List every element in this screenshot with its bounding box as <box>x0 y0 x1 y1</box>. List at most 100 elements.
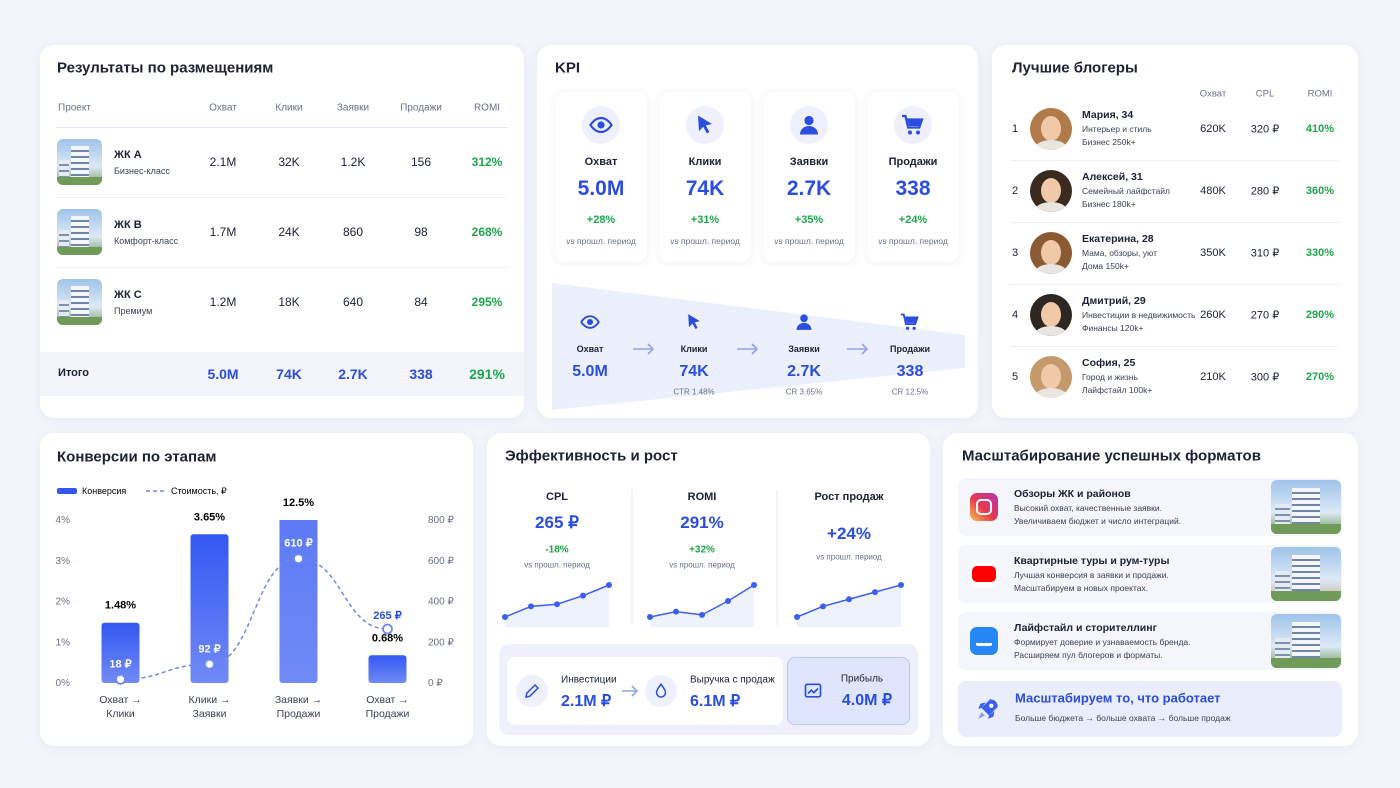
data-label: 0.68% <box>372 632 403 644</box>
circle <box>587 319 593 325</box>
label: Мама, обзоры, уют <box>1082 248 1158 258</box>
icon <box>799 677 827 705</box>
rect <box>804 683 822 698</box>
rank: 3 <box>1011 247 1019 259</box>
y-tick-label: 0% <box>56 678 71 689</box>
label: Выручка с продаж <box>690 674 775 686</box>
sparkline-point <box>725 598 731 604</box>
sparkline-point <box>820 603 826 610</box>
graphic <box>502 490 904 627</box>
icon <box>682 310 706 334</box>
path <box>655 683 667 698</box>
circle <box>908 130 912 135</box>
path <box>589 116 613 134</box>
path <box>900 313 919 325</box>
metric-value: +24% <box>827 524 871 543</box>
kpi-value: 338 <box>895 177 931 200</box>
label: Лучшая конверсия в заявки и продажи. <box>1014 570 1169 580</box>
funnel-value: 2.7K <box>787 363 821 380</box>
label: Продажи <box>888 156 938 168</box>
svg <box>688 314 700 329</box>
building <box>59 299 70 325</box>
metric-note: vs прошл. период <box>669 560 735 570</box>
sparkline-point <box>528 603 534 610</box>
kpi-note: vs прошл. период <box>566 236 636 246</box>
cell: 270 ₽ <box>1250 309 1280 322</box>
card: Конверсии по этапам Конверсия Стоимость, ₽… <box>40 433 473 746</box>
label: KPI <box>555 59 581 77</box>
label: Продажи <box>890 344 930 354</box>
cta <box>958 681 1342 737</box>
kpi-change: +35% <box>794 214 824 226</box>
cell: 98 <box>414 225 428 239</box>
label: Итого <box>58 367 90 379</box>
column-header: ROMI <box>1307 88 1333 100</box>
total-band <box>40 352 524 396</box>
sparkline-point <box>502 614 508 620</box>
x-tick-label: Охват → Клики <box>99 694 142 720</box>
icon <box>972 693 1004 725</box>
path <box>796 322 812 330</box>
cell: 156 <box>410 155 432 169</box>
logo-mark <box>976 499 992 515</box>
finance-value: 6.1M ₽ <box>690 693 741 710</box>
label: Расширяем пул блогеров и форматы. <box>1014 650 1163 660</box>
building <box>59 229 70 255</box>
sparkline-point <box>794 614 800 620</box>
data-label: 3.65% <box>194 511 225 523</box>
path <box>807 687 819 695</box>
shoulders <box>1034 140 1068 150</box>
circle <box>804 115 814 126</box>
sparkline-point <box>580 592 586 599</box>
svg <box>900 313 919 330</box>
graphic: Конверсия Стоимость, ₽ 0% 1% 2% 3% 4% 0 ₽ 200 ₽ 4… <box>56 486 455 689</box>
path <box>978 712 985 719</box>
divider <box>1010 284 1340 285</box>
label: ROMI <box>687 491 717 503</box>
card: Масштабирование успешных форматов Обзоры … <box>943 433 1358 746</box>
label: Бизнес 180k+ <box>1082 199 1136 209</box>
rank: 4 <box>1011 309 1019 321</box>
rank: 2 <box>1011 185 1019 197</box>
building <box>59 159 70 185</box>
funnel-value: 5.0M <box>572 363 608 380</box>
svg <box>580 315 600 329</box>
avatar <box>1030 356 1072 398</box>
label: Интерьер и стиль <box>1082 124 1152 134</box>
greenery <box>1271 524 1341 534</box>
divider <box>56 267 508 268</box>
cell: 300 ₽ <box>1250 371 1280 384</box>
cell: 1.2K <box>340 155 366 169</box>
funnel-band <box>552 283 965 410</box>
sparkline-point <box>554 601 560 608</box>
icon <box>686 106 724 144</box>
cell: 2.1M <box>209 155 237 169</box>
rank: 5 <box>1011 371 1019 383</box>
face <box>1041 364 1061 389</box>
label: Лайфстайл и сторителлинг <box>1014 622 1157 634</box>
circle <box>800 314 808 323</box>
cell: 32K <box>278 155 300 169</box>
label: Обзоры ЖК и районов <box>1014 488 1131 500</box>
cell: 320 ₽ <box>1250 123 1280 136</box>
path <box>981 699 998 716</box>
total-cell: 291% <box>469 366 505 382</box>
point <box>382 623 393 635</box>
divider <box>1010 160 1340 161</box>
column-header: Заявки <box>336 102 370 114</box>
total-cell: 338 <box>409 366 433 382</box>
avatar <box>1030 294 1072 336</box>
cell: 210K <box>1200 371 1226 383</box>
sparkline-point <box>846 596 852 603</box>
svg <box>796 314 812 330</box>
data-label: 12.5% <box>283 497 314 509</box>
svg <box>525 683 540 698</box>
path <box>688 314 700 329</box>
data-label: 610 ₽ <box>284 538 312 550</box>
data-label: 92 ₽ <box>198 643 220 655</box>
cell: 280 ₽ <box>1250 185 1280 198</box>
y-tick-label: 2% <box>56 597 71 608</box>
metric-change: -18% <box>545 544 569 556</box>
column-header: Проект <box>58 102 91 114</box>
logo <box>970 627 998 655</box>
